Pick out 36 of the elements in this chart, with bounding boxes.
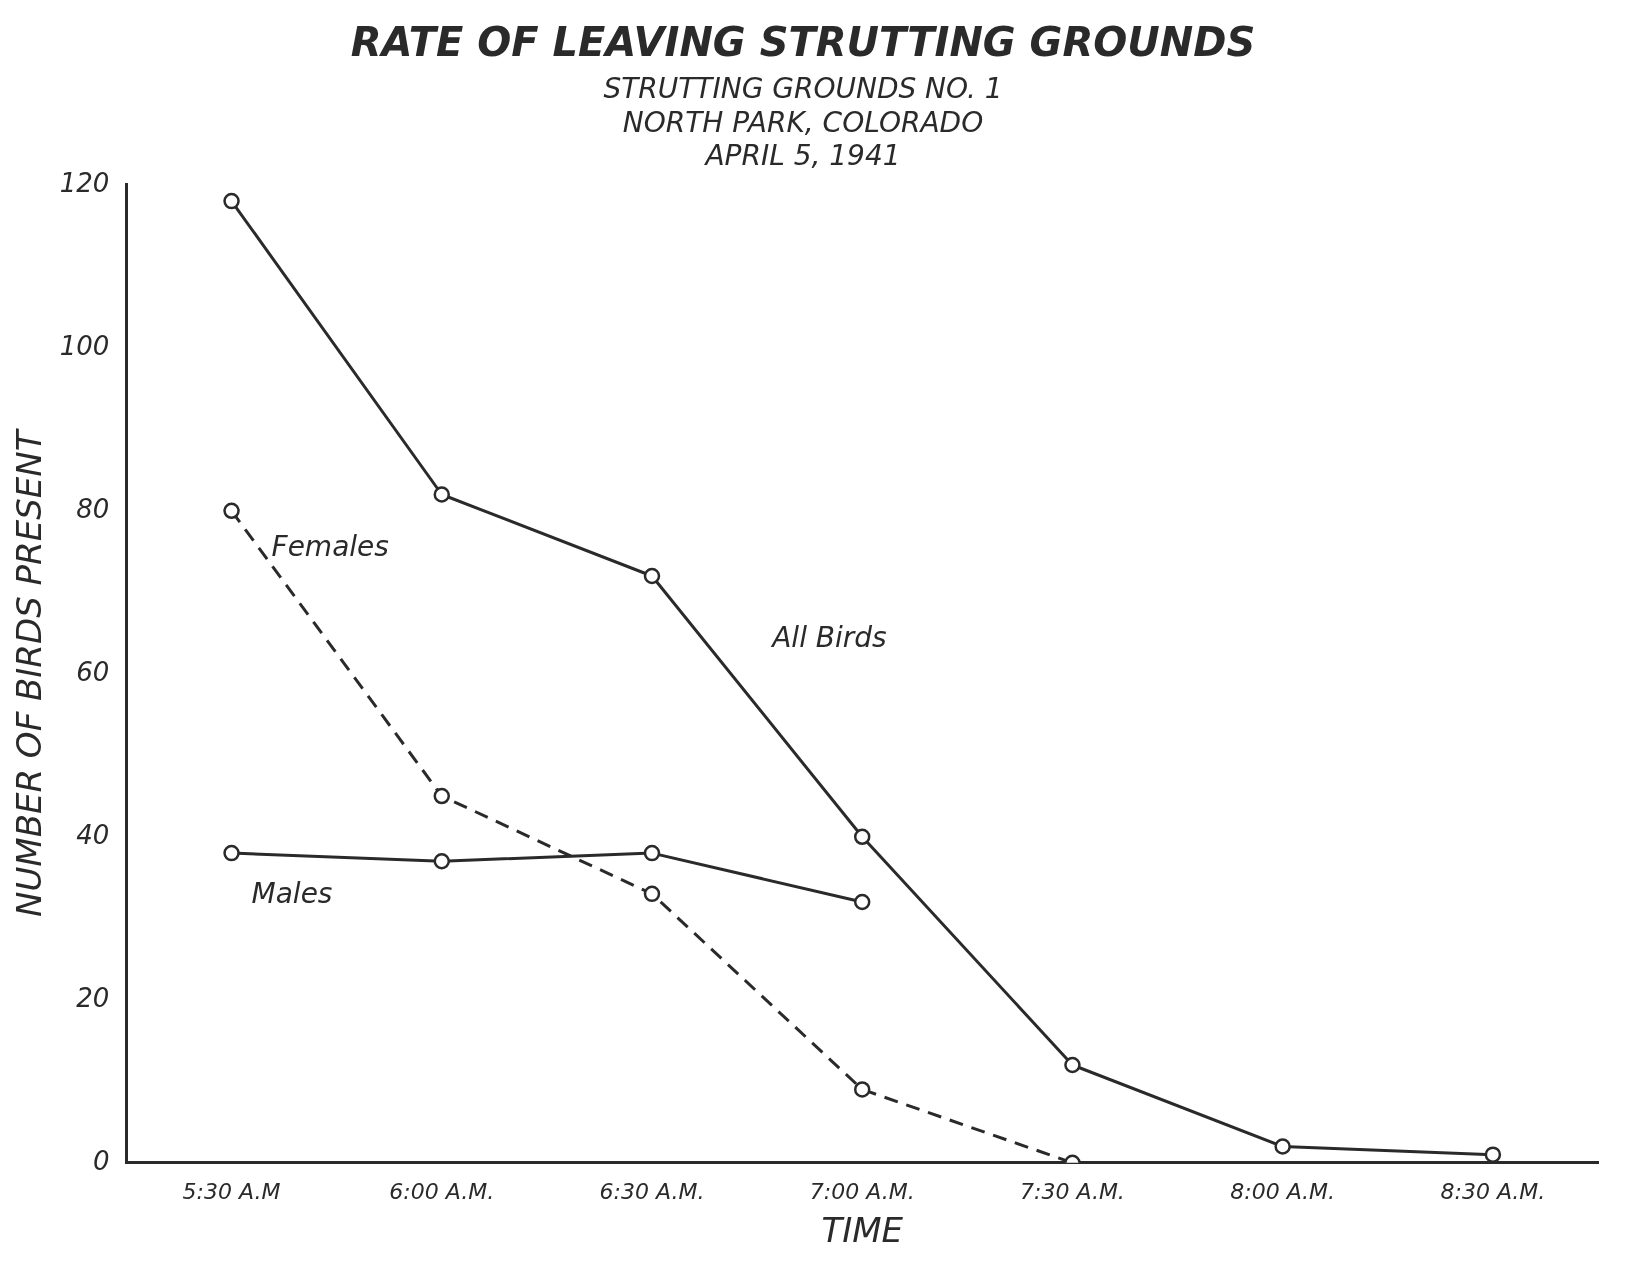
x-axis-title: TIME (821, 1210, 904, 1251)
x-tick-label: 7:30 A.M. (1020, 1178, 1125, 1204)
point (433, 787, 451, 805)
point (853, 893, 871, 911)
x-tick-label: 7:00 A.M. (809, 1178, 915, 1204)
y-axis-title: NUMBER OF BIRDS PRESENT (9, 428, 50, 918)
x-tick-label: 8:00 A.M. (1230, 1178, 1336, 1204)
x-tick-label: 8:30 A.M. (1440, 1178, 1546, 1204)
y-tick-label: 40 (76, 819, 110, 850)
point (1484, 1146, 1502, 1163)
series-label: Females (271, 529, 389, 563)
point (223, 192, 240, 210)
chart-subtitle: STRUTTING GROUNDS NO. 1 NORTH PARK, COLORADO APRIL 5, 1941 (603, 72, 1003, 173)
chart-title: RATE OF LEAVING STRUTTING GROUNDS (350, 19, 1256, 66)
point (223, 844, 240, 862)
point (853, 828, 871, 846)
point (1064, 1056, 1081, 1074)
point (1274, 1138, 1291, 1155)
point (643, 567, 661, 585)
point (433, 486, 451, 503)
x-tick-label: 6:30 A.M. (599, 1178, 705, 1204)
y-tick-label: 20 (76, 982, 110, 1013)
y-tick-label: 100 (59, 330, 110, 361)
series-label: All Birds (770, 620, 887, 654)
point (643, 844, 661, 862)
point (853, 1081, 871, 1098)
y-tick-label: 0 (92, 1145, 110, 1176)
point (223, 502, 240, 520)
y-tick-label: 120 (59, 167, 110, 198)
series-label: Males (251, 877, 333, 911)
x-tick-label: 6:00 A.M. (389, 1178, 495, 1204)
point (433, 853, 451, 870)
y-tick-label: 80 (76, 493, 110, 524)
y-tick-label: 60 (76, 656, 110, 687)
x-tick-label: 5:30 A.M (182, 1178, 281, 1204)
point (643, 885, 661, 903)
